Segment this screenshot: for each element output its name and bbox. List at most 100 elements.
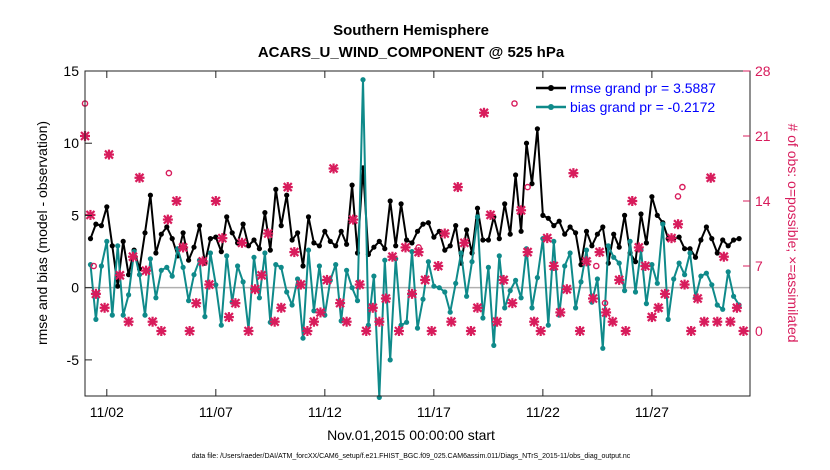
rmse-point (393, 243, 399, 249)
obs-assimilated-marker (178, 242, 189, 253)
bias-point (207, 250, 213, 256)
obs-assimilated-marker (134, 172, 145, 183)
rmse-point (300, 263, 306, 269)
rmse-point (404, 237, 410, 243)
x-tick-label: 11/02 (90, 404, 124, 420)
rmse-point (120, 238, 126, 244)
obs-assimilated-marker (439, 228, 450, 239)
rmse-point (338, 228, 344, 234)
rmse-point (186, 257, 192, 263)
bias-point (714, 302, 720, 308)
obs-assimilated-marker (452, 182, 463, 193)
rmse-point (142, 230, 148, 236)
bias-point (513, 277, 519, 283)
obs-assimilated-marker (380, 293, 391, 304)
bias-point (344, 267, 350, 273)
legend-bias-marker (548, 104, 554, 110)
rmse-point (180, 230, 186, 236)
obs-assimilated-marker (263, 228, 274, 239)
rmse-point (562, 231, 568, 237)
obs-assimilated-marker (420, 274, 431, 285)
rmse-point (245, 243, 252, 249)
obs-assimilated-marker (217, 233, 228, 244)
rmse-point (376, 238, 382, 244)
bias-point (578, 279, 584, 285)
bias-point (235, 263, 241, 269)
bias-point (534, 275, 541, 281)
rmse-point (594, 231, 601, 237)
obs-assimilated-marker (393, 326, 404, 336)
obs-assimilated-marker (85, 209, 96, 220)
bias-point (469, 259, 475, 265)
bias-point (153, 295, 159, 301)
bias-point (676, 260, 682, 266)
rmse-point (573, 230, 579, 236)
obs-assimilated-marker (472, 302, 483, 313)
bias-point (442, 289, 448, 295)
obs-assimilated-marker (236, 237, 247, 248)
obs-assimilated-marker (686, 326, 697, 336)
rmse-point (409, 240, 415, 246)
bias-point (731, 293, 737, 299)
bias-point (414, 325, 421, 331)
bias-point (409, 249, 415, 255)
obs-assimilated-marker (601, 307, 612, 318)
rmse-point (387, 198, 393, 204)
bias-point (551, 238, 557, 244)
rmse-point (540, 212, 546, 218)
obs-assimilated-marker (315, 307, 326, 318)
bias-point (649, 262, 655, 268)
rmse-point (295, 230, 301, 236)
bias-point (349, 285, 355, 291)
rmse-point (703, 224, 710, 230)
bias-point (311, 308, 317, 314)
obs-possible-marker (601, 299, 609, 307)
bias-point (98, 263, 104, 269)
rmse-point (262, 210, 268, 216)
bias-point (518, 295, 524, 301)
rmse-point (589, 243, 595, 249)
bias-point (496, 253, 502, 259)
rmse-point (731, 237, 737, 243)
rmse-point (284, 192, 290, 198)
rmse-point (485, 237, 491, 243)
y-axis-label: rmse and bias (model - observation) (34, 121, 50, 345)
bias-point (507, 288, 513, 294)
obs-assimilated-marker (581, 256, 592, 267)
rmse-point (496, 236, 502, 242)
obs-assimilated-marker (712, 316, 723, 327)
obs-assimilated-marker (367, 302, 378, 313)
bias-point (273, 262, 279, 268)
bias-point (720, 306, 726, 312)
bias-point (632, 289, 639, 295)
bias-point (224, 253, 230, 259)
bias-point (164, 264, 170, 270)
rmse-point (551, 223, 557, 229)
obs-assimilated-marker (103, 149, 114, 160)
obs-assimilated-marker (574, 326, 585, 336)
obs-possible-marker (524, 183, 531, 191)
bias-point (567, 250, 573, 256)
chart-title: Southern Hemisphere (333, 22, 489, 39)
obs-possible-marker (593, 262, 600, 270)
rmse-point (714, 250, 720, 256)
obs-assimilated-marker (276, 302, 287, 313)
obs-assimilated-marker (653, 302, 664, 313)
bias-point (529, 305, 535, 311)
bias-point (295, 276, 301, 282)
rmse-point (109, 243, 115, 249)
rmse-point (371, 244, 377, 250)
obs-assimilated-marker (465, 326, 476, 336)
bias-point (278, 264, 284, 270)
rmse-point (115, 283, 121, 289)
bias-point (213, 282, 219, 288)
rmse-point (725, 243, 731, 249)
bias-point (627, 238, 633, 244)
rmse-point (414, 228, 421, 234)
bias-point (354, 298, 361, 304)
rmse-point (349, 182, 355, 188)
bias-point (262, 250, 268, 256)
obs-assimilated-marker (162, 214, 173, 225)
obs-assimilated-marker (387, 251, 398, 262)
data-file-footnote: data file: /Users/raeder/DAI/ATM_forcXX/… (192, 453, 631, 460)
